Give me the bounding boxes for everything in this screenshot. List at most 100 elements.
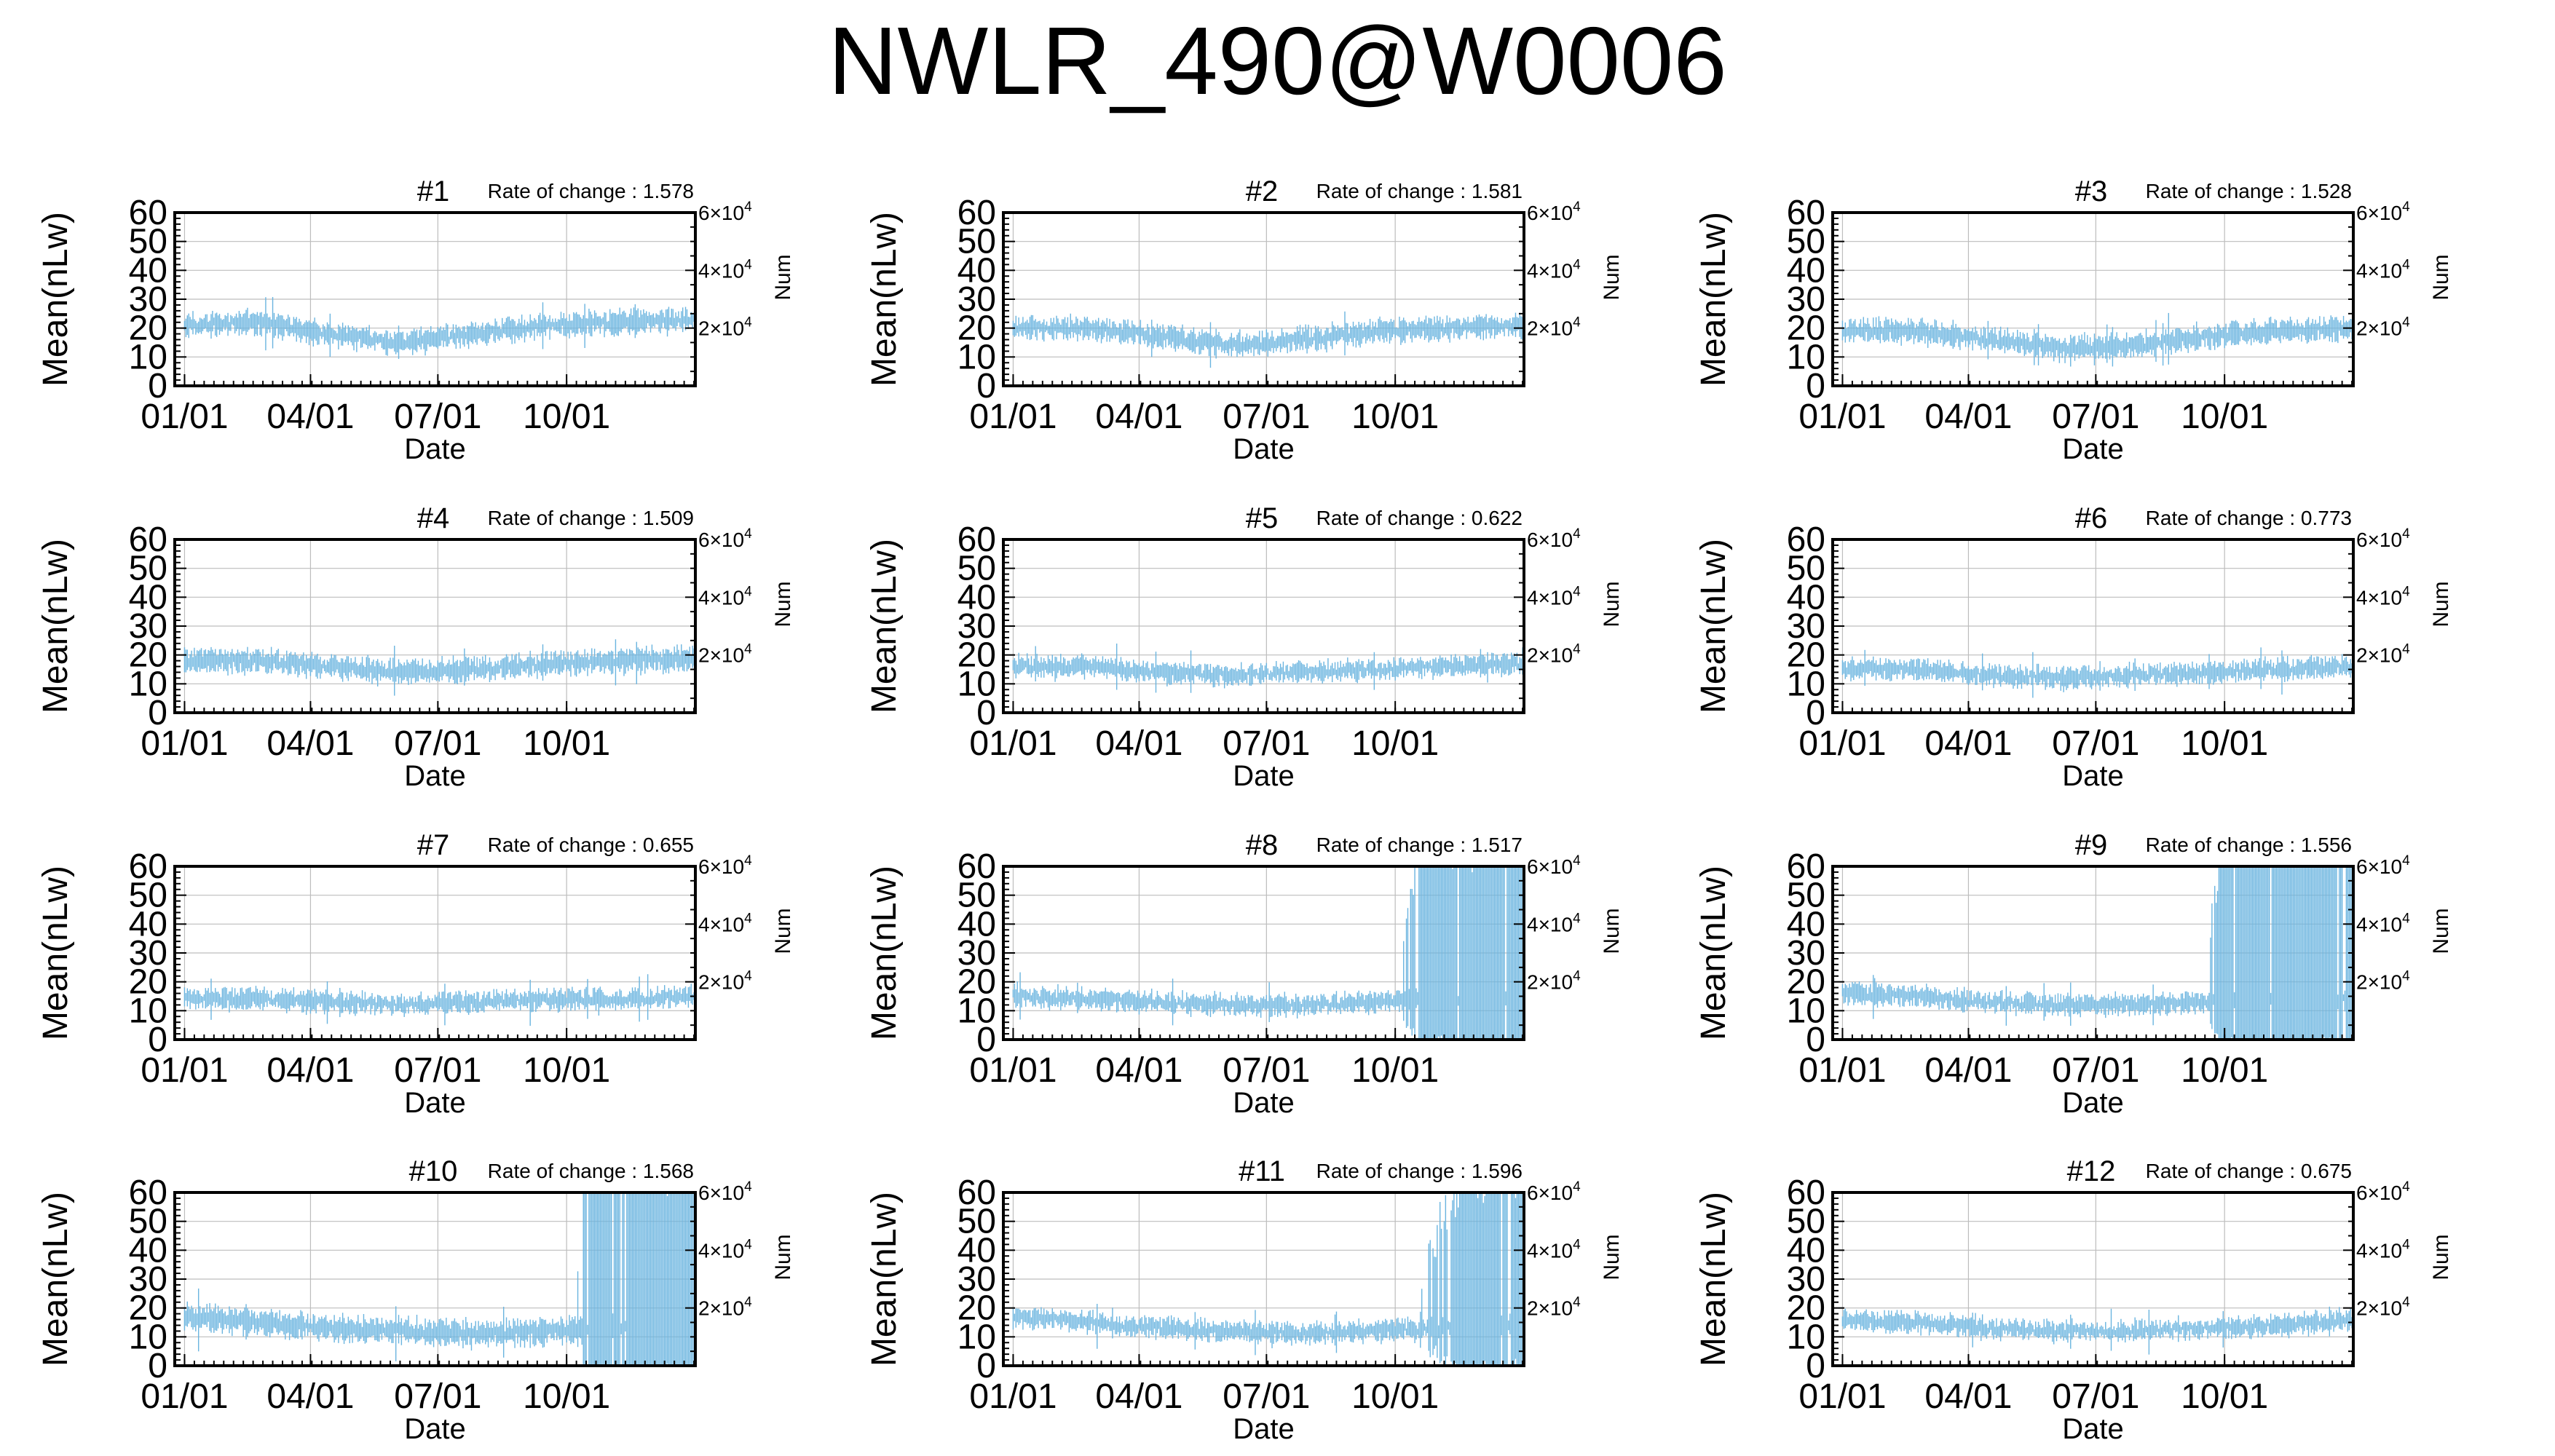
y-tick-label: 10 <box>129 338 167 376</box>
y2-axis-ticks <box>2343 539 2353 713</box>
y2-tick-label: 6×104 <box>2356 526 2410 551</box>
x-tick-label: 01/01 <box>969 397 1057 436</box>
x-tick-label: 10/01 <box>2181 397 2268 436</box>
y-tick-label: 30 <box>957 280 996 319</box>
grid-lines <box>1833 539 2353 713</box>
rate-of-change: Rate of change : 0.622 <box>1316 507 1523 529</box>
y2-axis-label: Num <box>771 254 795 300</box>
x-tick-label: 10/01 <box>523 397 610 436</box>
y-axis-ticks <box>1833 539 1844 713</box>
data-series <box>183 974 695 1026</box>
y-tick-label: 60 <box>957 847 996 886</box>
y-axis-label: Mean(nLw) <box>36 866 75 1040</box>
y2-tick-label: 2×104 <box>698 969 752 994</box>
x-axis-ticks <box>183 1028 695 1040</box>
y2-tick-label: 6×104 <box>2356 853 2410 878</box>
y2-tick-label: 6×104 <box>698 853 752 878</box>
y-tick-label: 50 <box>1787 877 1825 915</box>
y-tick-label: 20 <box>1787 963 1825 1002</box>
y-tick-label: 0 <box>1806 694 1825 732</box>
panel-title: #6 <box>2075 502 2108 534</box>
y-axis-label: Mean(nLw) <box>1694 212 1733 387</box>
x-axis-ticks <box>183 701 695 713</box>
x-tick-label: 10/01 <box>523 1051 610 1090</box>
y-axis-label: Mean(nLw) <box>865 866 904 1040</box>
y-tick-label: 60 <box>957 194 996 232</box>
y-tick-label: 20 <box>1787 636 1825 675</box>
y2-axis-label: Num <box>1600 908 1624 954</box>
y-tick-label: 60 <box>129 1174 167 1212</box>
x-tick-label: 07/01 <box>394 724 481 763</box>
y2-axis-label: Num <box>771 1234 795 1280</box>
rate-of-change: Rate of change : 1.517 <box>1316 834 1523 856</box>
x-axis-label: Date <box>1233 1087 1295 1119</box>
y2-tick-label: 2×104 <box>2356 642 2410 667</box>
y-tick-label: 10 <box>129 665 167 703</box>
x-tick-label: 04/01 <box>266 1051 354 1090</box>
x-axis-ticks <box>1841 374 2353 386</box>
grid-lines <box>175 866 695 1040</box>
x-tick-label: 07/01 <box>394 1051 481 1090</box>
y-tick-label: 60 <box>1787 847 1825 886</box>
y-tick-label: 30 <box>957 934 996 973</box>
x-tick-label: 01/01 <box>1798 1051 1886 1090</box>
y2-tick-label: 2×104 <box>2356 315 2410 340</box>
panel-title: #4 <box>417 502 450 534</box>
y-axis-ticks <box>1003 539 1015 713</box>
x-axis-ticks <box>1012 1028 1524 1040</box>
y-tick-label: 50 <box>1787 223 1825 261</box>
y-tick-label: 20 <box>957 309 996 348</box>
y-tick-label: 50 <box>129 550 167 588</box>
y-tick-label: 40 <box>1787 251 1825 290</box>
y2-tick-label: 6×104 <box>1527 853 1581 878</box>
y-tick-label: 10 <box>1787 992 1825 1030</box>
y-tick-label: 50 <box>957 877 996 915</box>
x-tick-label: 10/01 <box>2181 724 2268 763</box>
x-tick-label: 04/01 <box>1095 397 1182 436</box>
y-tick-label: 10 <box>957 665 996 703</box>
y-tick-label: 30 <box>1787 607 1825 646</box>
y2-axis-label: Num <box>2429 581 2453 627</box>
y-tick-label: 30 <box>957 607 996 646</box>
y2-tick-label: 6×104 <box>698 526 752 551</box>
y-tick-label: 30 <box>1787 934 1825 973</box>
x-axis-label: Date <box>404 1087 466 1119</box>
x-tick-label: 07/01 <box>1223 1051 1310 1090</box>
y-tick-label: 30 <box>129 607 167 646</box>
y-tick-label: 0 <box>148 1021 167 1059</box>
y2-tick-label: 2×104 <box>698 315 752 340</box>
y-tick-label: 10 <box>1787 665 1825 703</box>
data-series <box>1841 312 2353 367</box>
y-tick-label: 10 <box>1787 338 1825 376</box>
y2-tick-label: 6×104 <box>698 1179 752 1204</box>
page-title: NWLR_490@W0006 <box>828 7 1727 114</box>
x-tick-label: 10/01 <box>1351 397 1439 436</box>
y2-axis-ticks <box>685 1192 695 1366</box>
x-tick-label: 01/01 <box>969 1051 1057 1090</box>
x-axis-label: Date <box>1233 433 1295 465</box>
y-axis-label: Mean(nLw) <box>36 212 75 387</box>
y2-axis-label: Num <box>771 908 795 954</box>
y2-tick-label: 6×104 <box>1527 526 1581 551</box>
x-tick-label: 04/01 <box>1095 1051 1182 1090</box>
y2-tick-label: 2×104 <box>1527 642 1581 667</box>
x-axis-label: Date <box>404 760 466 792</box>
y-tick-label: 50 <box>129 223 167 261</box>
y2-tick-label: 4×104 <box>2356 911 2410 935</box>
y2-axis-ticks <box>685 212 695 387</box>
x-tick-label: 07/01 <box>394 397 481 436</box>
y2-axis-label: Num <box>2429 908 2453 954</box>
data-series <box>1841 866 2353 1040</box>
y-tick-label: 0 <box>1806 1021 1825 1059</box>
panel-title: #5 <box>1246 502 1279 534</box>
y-tick-label: 0 <box>976 1021 996 1059</box>
y2-axis-label: Num <box>1600 581 1624 627</box>
x-axis-ticks <box>1012 701 1524 713</box>
x-axis-ticks <box>1841 1028 2353 1040</box>
data-series <box>183 296 695 360</box>
